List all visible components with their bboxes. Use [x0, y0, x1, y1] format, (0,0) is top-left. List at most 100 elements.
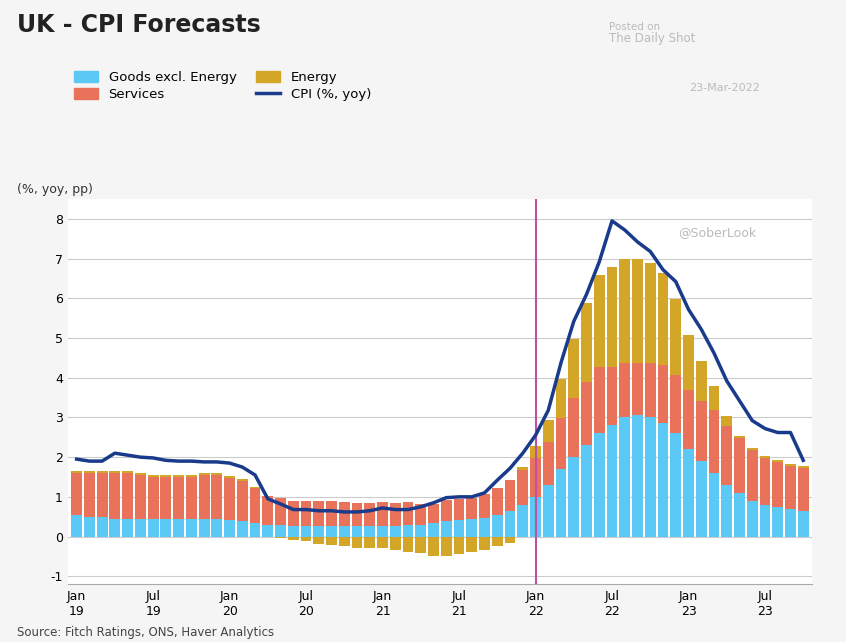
Bar — [135, 519, 146, 537]
Bar — [122, 471, 133, 473]
Bar — [161, 477, 171, 519]
Bar — [670, 374, 681, 433]
Bar — [161, 519, 171, 537]
Text: UK - CPI Forecasts: UK - CPI Forecasts — [17, 13, 261, 37]
Bar — [352, 503, 362, 526]
Text: 23-Mar-2022: 23-Mar-2022 — [689, 83, 761, 94]
Bar — [530, 497, 541, 537]
Bar — [186, 519, 197, 537]
Bar — [504, 480, 515, 511]
Bar — [479, 537, 490, 550]
Bar — [734, 436, 745, 438]
Bar — [530, 446, 541, 458]
Bar — [479, 494, 490, 517]
Bar — [581, 446, 592, 537]
Bar — [390, 537, 401, 550]
Bar — [173, 475, 184, 477]
Bar — [556, 418, 567, 469]
Bar — [594, 367, 605, 433]
Bar — [224, 476, 235, 478]
Bar — [250, 487, 261, 488]
Bar — [339, 526, 349, 537]
Bar — [71, 473, 82, 515]
Bar — [262, 525, 273, 537]
Bar — [581, 303, 592, 383]
Bar — [581, 383, 592, 446]
Bar — [84, 473, 95, 517]
Bar — [772, 462, 783, 507]
Bar — [594, 275, 605, 367]
Bar — [186, 475, 197, 477]
Bar — [148, 519, 158, 537]
Bar — [173, 477, 184, 519]
Bar — [772, 507, 783, 537]
Bar — [212, 475, 222, 519]
Bar — [352, 526, 362, 537]
Bar — [224, 478, 235, 520]
Bar — [657, 423, 668, 537]
Bar — [441, 500, 452, 521]
Bar — [84, 471, 95, 473]
Bar — [645, 263, 656, 363]
Bar — [96, 473, 107, 517]
Bar — [518, 505, 528, 537]
Bar — [466, 519, 477, 537]
Bar — [607, 267, 618, 367]
Bar — [71, 515, 82, 537]
Bar — [275, 525, 286, 537]
Bar — [518, 467, 528, 470]
Bar — [339, 537, 349, 546]
Bar — [492, 537, 503, 546]
Bar — [441, 521, 452, 537]
Bar — [747, 501, 758, 537]
Bar — [709, 473, 719, 537]
Text: @SoberLook: @SoberLook — [678, 226, 756, 239]
Bar — [390, 503, 401, 526]
Bar — [772, 460, 783, 462]
Bar — [530, 458, 541, 497]
Bar — [365, 503, 376, 526]
Bar — [543, 421, 553, 442]
Bar — [212, 519, 222, 537]
Bar — [428, 523, 439, 537]
Bar — [173, 519, 184, 537]
Bar — [543, 485, 553, 537]
Bar — [377, 537, 388, 548]
Bar — [632, 259, 643, 363]
Bar — [199, 473, 210, 475]
Bar — [199, 475, 210, 519]
Bar — [403, 537, 414, 551]
Bar — [734, 438, 745, 493]
Bar — [607, 367, 618, 426]
Bar — [709, 410, 719, 473]
Text: (%, yoy, pp): (%, yoy, pp) — [17, 183, 93, 196]
Bar — [657, 365, 668, 423]
Bar — [288, 537, 299, 540]
Bar — [250, 523, 261, 537]
Bar — [148, 477, 158, 519]
Bar — [148, 475, 158, 477]
Bar — [760, 505, 771, 537]
Bar — [504, 537, 515, 542]
Bar — [415, 537, 426, 553]
Bar — [377, 502, 388, 526]
Bar — [709, 386, 719, 410]
Bar — [785, 466, 796, 508]
Bar — [212, 473, 222, 475]
Bar — [365, 537, 376, 548]
Bar — [453, 520, 464, 537]
Bar — [390, 526, 401, 537]
Bar — [760, 458, 771, 505]
Bar — [785, 464, 796, 466]
Bar — [327, 537, 337, 545]
Bar — [275, 537, 286, 538]
Bar — [722, 416, 732, 426]
Bar — [619, 363, 630, 417]
Bar — [199, 519, 210, 537]
Bar — [96, 471, 107, 473]
Bar — [734, 493, 745, 537]
Bar — [161, 475, 171, 477]
Bar — [96, 517, 107, 537]
Bar — [670, 299, 681, 374]
Bar — [403, 525, 414, 537]
